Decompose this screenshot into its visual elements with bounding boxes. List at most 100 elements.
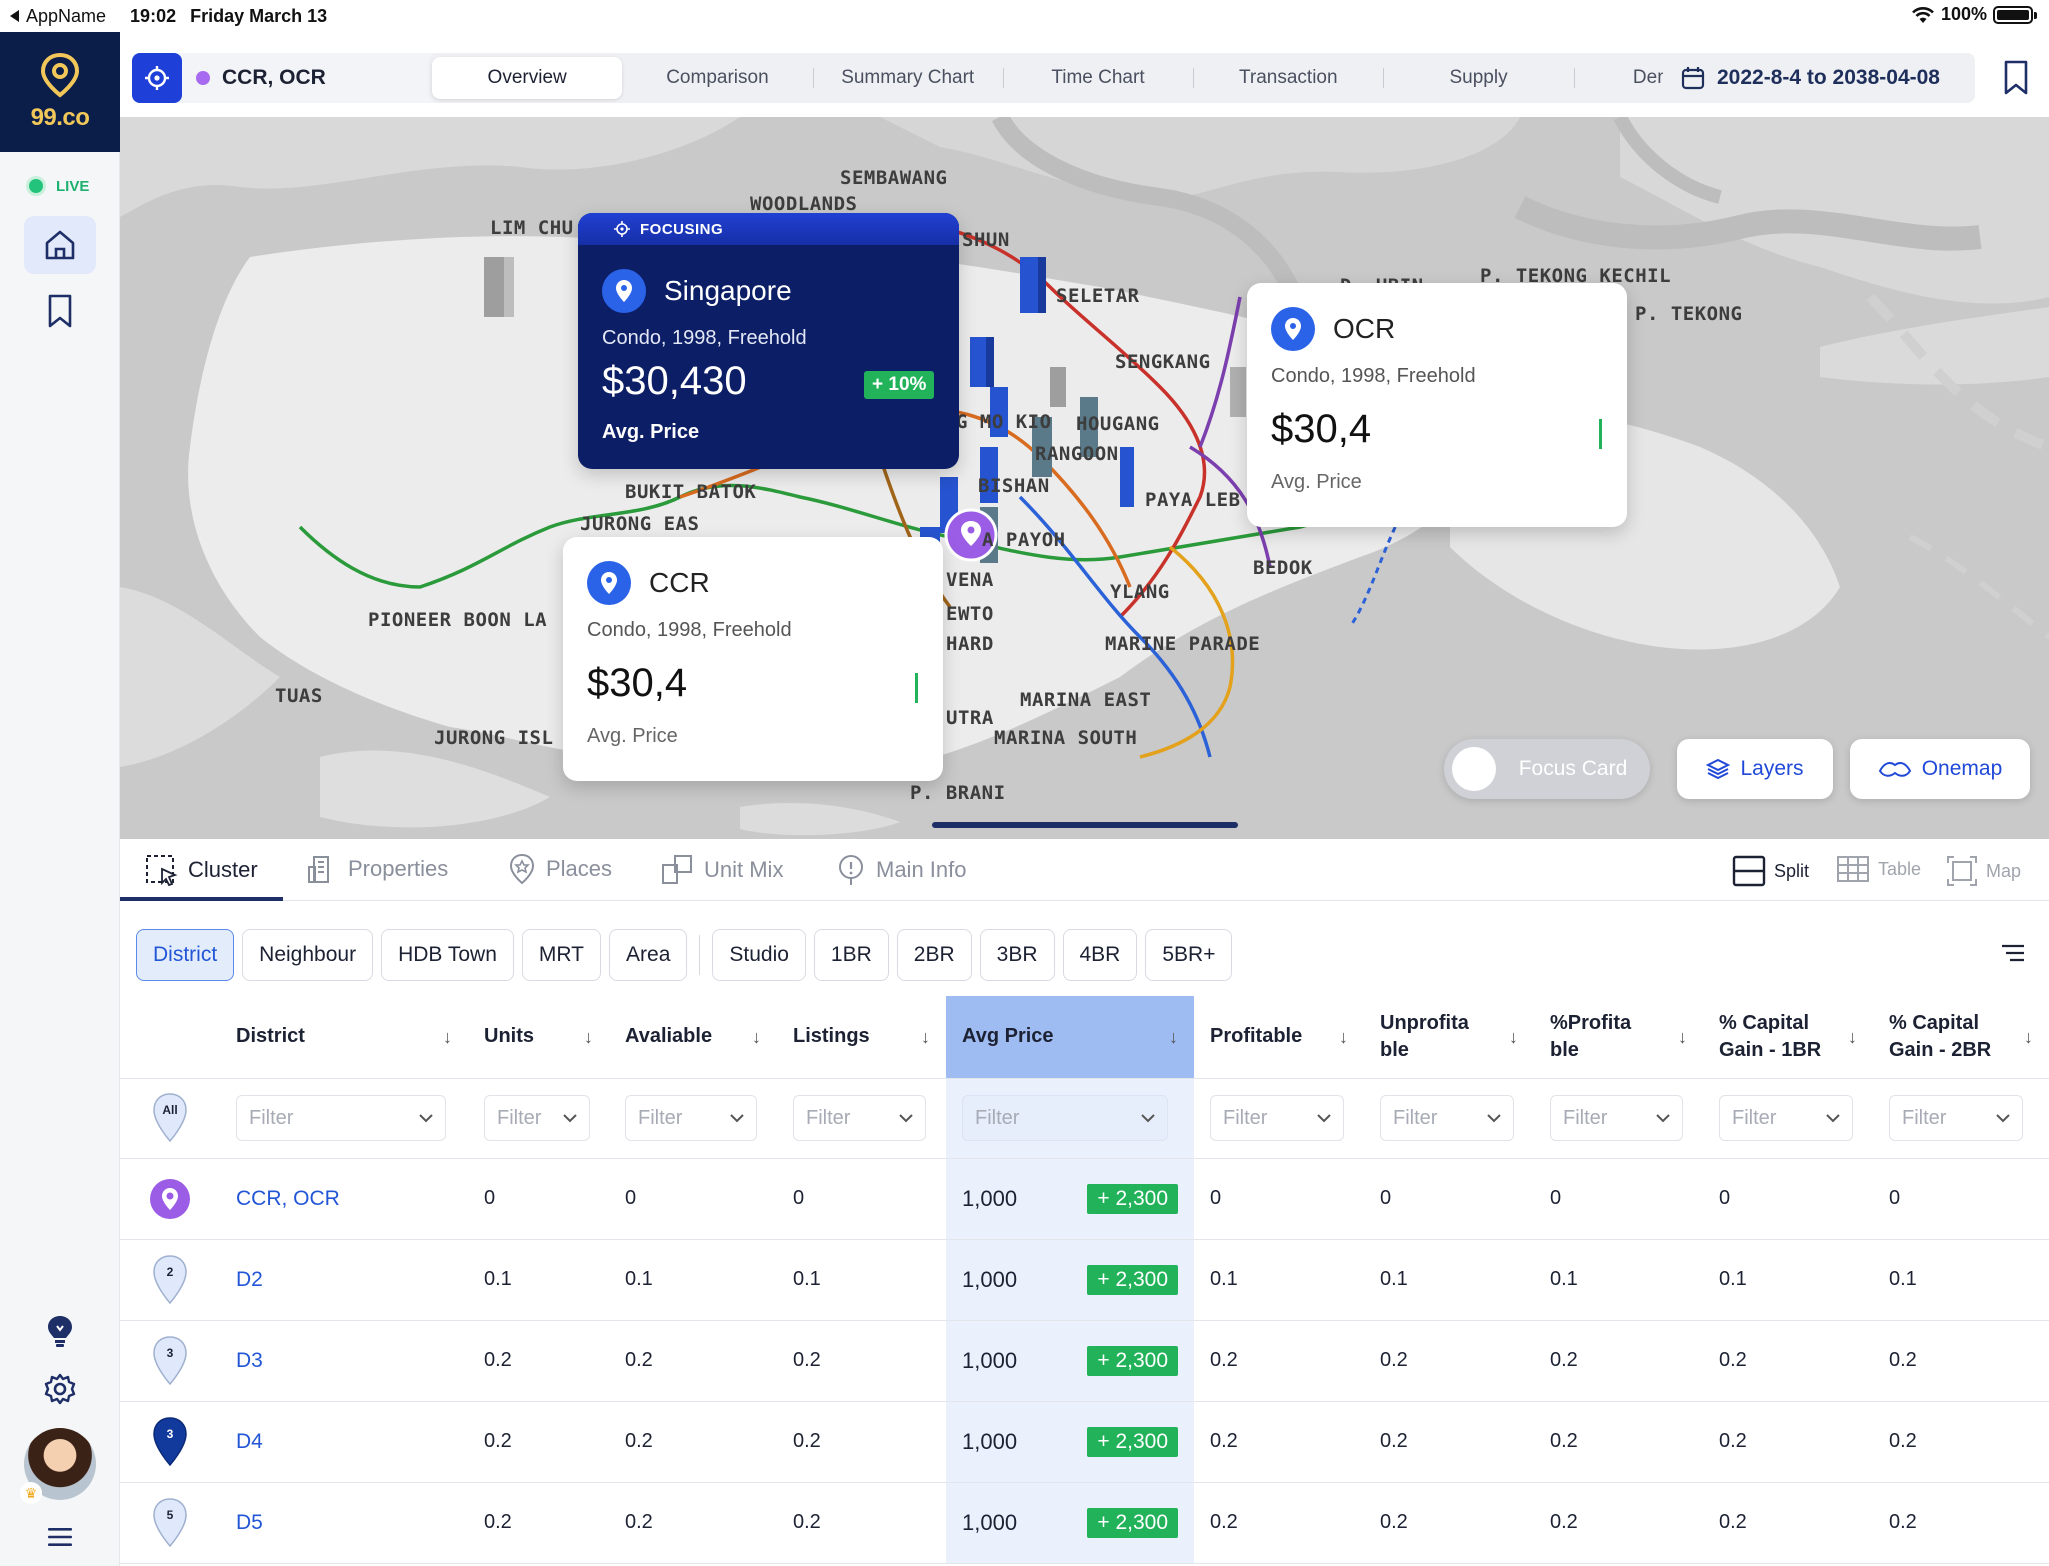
chip-hdb-town[interactable]: HDB Town (381, 929, 514, 981)
sort-arrow-icon[interactable]: ↓ (921, 1027, 930, 1047)
view-split[interactable]: Split (1732, 855, 1809, 887)
table-row[interactable]: 3 D4 0.2 0.2 0.2 1,000 + 2,300 0.2 0.2 0.2 0.2 0.2 (120, 1401, 2049, 1483)
onemap-icon (1878, 762, 1911, 777)
sort-arrow-icon[interactable]: ↓ (1339, 1027, 1348, 1047)
chip-area[interactable]: Area (609, 929, 688, 981)
focus-card-singapore[interactable]: FOCUSING Singapore Condo, 1998, Freehold… (578, 213, 959, 469)
filter-district[interactable]: Filter (236, 1095, 446, 1141)
col-header-district[interactable]: District ↓ (220, 996, 468, 1079)
sort-arrow-icon[interactable]: ↓ (443, 1027, 452, 1047)
filter-units[interactable]: Filter (484, 1095, 590, 1141)
table-row[interactable]: 2 D2 0.1 0.1 0.1 1,000 + 2,300 0.1 0.1 0.1 0.1 0.1 (120, 1239, 2049, 1321)
filter-row: All Filter Filter Filter Filter Filter F… (120, 1078, 2049, 1159)
battery-icon (1993, 5, 2037, 24)
col-header-pct-profitable[interactable]: %Profita ble ↓ (1534, 996, 1703, 1079)
subtab-properties[interactable]: Properties (306, 853, 448, 885)
filter-unprofitable[interactable]: Filter (1380, 1095, 1514, 1141)
table-row[interactable]: CCR, OCR 0 0 0 1,000 + 2,300 0 0 0 0 0 (120, 1158, 2049, 1240)
date-range-picker[interactable]: 2022-8-4 to 2038-04-08 (1663, 53, 1975, 103)
bookmark-button[interactable] (2003, 60, 2029, 101)
filter-avg-price[interactable]: Filter (962, 1095, 1168, 1141)
filter-profitable[interactable]: Filter (1210, 1095, 1344, 1141)
table-row[interactable]: 5 D5 0.2 0.2 0.2 1,000 + 2,300 0.2 0.2 0.2 0.2 0.2 (120, 1482, 2049, 1564)
chip-mrt[interactable]: MRT (521, 929, 602, 981)
col-header-listings[interactable]: Listings ↓ (777, 996, 946, 1079)
district-link[interactable]: D4 (236, 1429, 263, 1453)
onemap-button[interactable]: Onemap (1850, 739, 2030, 799)
filter-available[interactable]: Filter (625, 1095, 757, 1141)
map-label: SELETAR (1056, 285, 1140, 307)
col-header-units[interactable]: Units ↓ (468, 996, 609, 1079)
all-marker-cell[interactable]: All (120, 1078, 220, 1159)
home-icon (45, 230, 75, 260)
sort-arrow-icon[interactable]: ↓ (1169, 1027, 1178, 1047)
row-marker-cell: 3 (120, 1401, 220, 1483)
cell-unprofitable: 0.2 (1364, 1482, 1534, 1564)
chip-3br[interactable]: 3BR (979, 929, 1055, 981)
subtab-cluster[interactable]: Cluster (144, 853, 258, 887)
user-avatar[interactable]: ♛ (20, 1428, 96, 1504)
chip-neighbour[interactable]: Neighbour (242, 929, 374, 981)
sort-arrow-icon[interactable]: ↓ (1848, 1027, 1857, 1047)
sort-arrow-icon[interactable]: ↓ (584, 1027, 593, 1047)
chevron-down-icon (1317, 1113, 1331, 1122)
nav-home[interactable] (24, 216, 96, 274)
ccr-card[interactable]: CCR Condo, 1998, Freehold $30,4 Avg. Pri… (563, 537, 943, 781)
chip-1br[interactable]: 1BR (813, 929, 889, 981)
filter-cell: Filter (609, 1078, 777, 1159)
filter-capital-gain-1br[interactable]: Filter (1719, 1095, 1853, 1141)
chip-district[interactable]: District (136, 929, 235, 981)
tab-comparison[interactable]: Comparison (666, 67, 769, 88)
tab-time-chart[interactable]: Time Chart (1002, 57, 1193, 99)
view-table[interactable]: Table (1836, 855, 1921, 883)
live-indicator: LIVE (26, 176, 119, 196)
col-header-unprofitable[interactable]: Unprofita ble ↓ (1364, 996, 1534, 1079)
district-link[interactable]: CCR, OCR (236, 1186, 340, 1210)
filter-pct-profitable[interactable]: Filter (1550, 1095, 1683, 1141)
sort-button[interactable] (2000, 943, 2026, 968)
tab-transaction[interactable]: Transaction (1193, 57, 1383, 99)
district-link[interactable]: D5 (236, 1510, 263, 1534)
panel-resize-handle[interactable] (932, 822, 1238, 828)
cell-available: 0.2 (609, 1320, 777, 1402)
col-header-avg-price[interactable]: Avg Price ↓ (946, 996, 1194, 1079)
table-row[interactable]: 3 D3 0.2 0.2 0.2 1,000 + 2,300 0.2 0.2 0.2 0.2 0.2 (120, 1320, 2049, 1402)
sort-arrow-icon[interactable]: ↓ (1509, 1027, 1518, 1047)
sort-arrow-icon[interactable]: ↓ (2024, 1027, 2033, 1047)
nav-menu[interactable] (0, 1508, 120, 1566)
chip-2br[interactable]: 2BR (896, 929, 972, 981)
sort-arrow-icon[interactable]: ↓ (1678, 1027, 1687, 1047)
ocr-card[interactable]: OCR Condo, 1998, Freehold $30,4 Avg. Pri… (1247, 283, 1627, 527)
cell-cg-2br: 0.2 (1873, 1401, 2049, 1483)
subtab-unit-mix[interactable]: Unit Mix (660, 853, 783, 887)
chip-studio[interactable]: Studio (712, 929, 806, 981)
app-logo[interactable]: 99.co (0, 32, 120, 152)
col-header-capital-gain-1br[interactable]: % Capital Gain - 1BR ↓ (1703, 996, 1873, 1079)
chip-4br[interactable]: 4BR (1062, 929, 1138, 981)
layers-button[interactable]: Layers (1677, 739, 1833, 799)
col-header-available[interactable]: Avaliable ↓ (609, 996, 777, 1079)
map-label: HOUGANG (1076, 413, 1160, 435)
district-link[interactable]: D3 (236, 1348, 263, 1372)
tab-supply[interactable]: Supply (1383, 57, 1573, 99)
sort-arrow-icon[interactable]: ↓ (752, 1027, 761, 1047)
focus-card-toggle[interactable]: Focus Card (1444, 739, 1650, 799)
subtab-places[interactable]: Places (508, 853, 612, 885)
view-map[interactable]: Map (1946, 855, 2021, 887)
map-view-icon (1947, 856, 1977, 886)
nav-tips[interactable] (0, 1302, 120, 1360)
locate-button[interactable] (132, 53, 182, 103)
col-header-profitable[interactable]: Profitable ↓ (1194, 996, 1364, 1079)
nav-settings[interactable] (0, 1360, 120, 1418)
nav-saved[interactable] (24, 282, 96, 340)
chip-5br-plus[interactable]: 5BR+ (1145, 929, 1233, 981)
map-view[interactable]: SEMBAWANG WOODLANDS LIM CHU SHUN SELETAR… (120, 117, 2049, 839)
tab-overview[interactable]: Overview (432, 57, 623, 99)
subtab-main-info[interactable]: Main Info (836, 853, 967, 887)
tab-summary-chart[interactable]: Summary Chart (812, 57, 1003, 99)
filter-capital-gain-2br[interactable]: Filter (1889, 1095, 2023, 1141)
col-header-capital-gain-2br[interactable]: % Capital Gain - 2BR ↓ (1873, 996, 2049, 1079)
back-to-app[interactable]: AppName (10, 6, 106, 27)
filter-listings[interactable]: Filter (793, 1095, 926, 1141)
district-link[interactable]: D2 (236, 1267, 263, 1291)
